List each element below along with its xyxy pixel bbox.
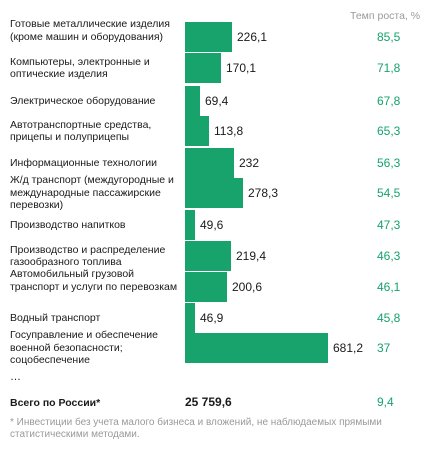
bar-value-label: 69,4: [205, 94, 229, 108]
growth-rate-value: 45,8: [377, 311, 401, 325]
bar: [185, 241, 231, 271]
total-value: 25 759,6: [185, 395, 232, 409]
bar: [185, 53, 221, 83]
bar: [185, 178, 243, 208]
growth-rate-value: 47,3: [377, 218, 401, 232]
bar: [185, 333, 328, 363]
growth-rate-header: Темп роста, %: [350, 10, 421, 22]
growth-rate-value: 65,3: [377, 124, 401, 138]
growth-rate-value: 46,1: [377, 280, 401, 294]
category-label: Автотранспортные средства, прицепы и пол…: [10, 118, 152, 144]
bar: [185, 116, 209, 146]
growth-rate-value: 67,8: [377, 94, 401, 108]
category-label: Готовые металлические изделия (кроме маш…: [10, 18, 170, 43]
growth-rate-value: 46,3: [377, 249, 401, 263]
total-label: Всего по России*: [10, 397, 101, 409]
bar-value-label: 170,1: [226, 61, 257, 75]
bar-value-label: 278,3: [248, 186, 279, 200]
category-label: Автомобильный грузовой транспорт и услуг…: [10, 268, 178, 293]
category-label: Компьютеры, электронные и оптические изд…: [10, 55, 150, 81]
bar: [185, 22, 232, 52]
growth-rate-value: 54,5: [377, 186, 401, 200]
total-growth-rate: 9,4: [377, 395, 394, 409]
growth-rate-value: 37: [377, 341, 391, 355]
bar: [185, 86, 200, 116]
bar: [185, 272, 227, 302]
category-label: Производство напитков: [10, 218, 126, 231]
ellipsis: …: [10, 371, 21, 383]
bar-value-label: 226,1: [237, 30, 268, 44]
category-label: Информационные технологии: [10, 156, 157, 169]
footnote: * Инвестиции без учета малого бизнеса и …: [10, 417, 382, 440]
category-label: Электрическое оборудование: [10, 94, 156, 107]
bar-value-label: 681,2: [333, 341, 364, 355]
growth-rate-value: 71,8: [377, 61, 401, 75]
growth-rate-value: 85,5: [377, 30, 401, 44]
bar-value-label: 200,6: [232, 280, 263, 294]
bar: [185, 303, 195, 333]
growth-rate-value: 56,3: [377, 156, 401, 170]
bar-value-label: 113,8: [214, 124, 244, 138]
category-label: Госуправление и обеспечение военной безо…: [10, 329, 159, 367]
bar-value-label: 232: [239, 156, 260, 170]
bar: [185, 148, 234, 178]
bar-value-label: 49,6: [200, 218, 224, 232]
bar-value-label: 46,9: [200, 311, 224, 325]
category-label: Водный транспорт: [10, 311, 101, 324]
bar-value-label: 219,4: [236, 249, 267, 263]
bar: [185, 210, 195, 240]
category-label: Ж/д транспорт (междугородные и междунаро…: [10, 174, 174, 212]
category-label: Производство и распределение газообразно…: [10, 243, 166, 269]
